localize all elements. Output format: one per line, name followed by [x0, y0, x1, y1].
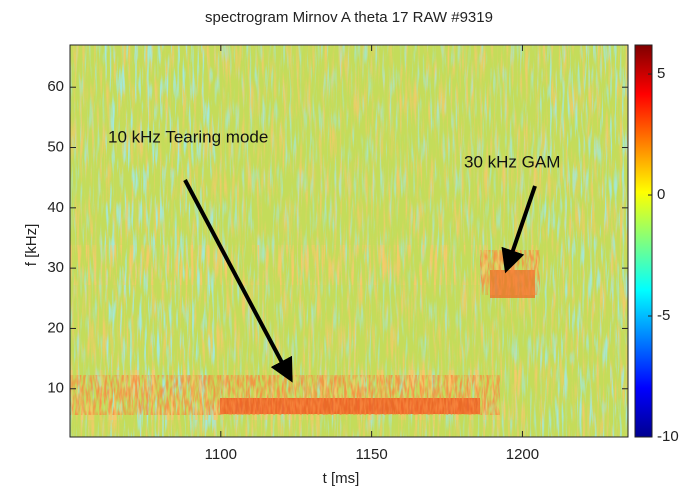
colorbar-tick-label: 0 [657, 186, 665, 203]
arrow [501, 185, 537, 274]
annotation: 10 kHz Tearing mode [108, 127, 268, 146]
x-tick-label: 1150 [355, 446, 387, 463]
y-axis-label: f [kHz] [23, 224, 40, 267]
y-tick-label: 20 [47, 319, 64, 336]
y-tick-label: 10 [47, 380, 64, 397]
spectrogram-image [70, 45, 628, 437]
colorbar [634, 44, 653, 438]
x-tick-label: 1100 [205, 446, 237, 463]
y-tick-label: 40 [47, 199, 64, 216]
arrow [183, 179, 293, 383]
y-tick-label: 50 [47, 138, 64, 155]
plot-frame [69, 44, 629, 438]
x-tick-label: 1200 [506, 446, 539, 463]
colorbar-tick-label: -10 [657, 428, 679, 445]
x-axis-label: t [ms] [323, 470, 360, 487]
y-tick-label: 60 [47, 78, 64, 95]
colorbar-tick-label: -5 [657, 307, 670, 324]
colorbar-tick-label: 5 [657, 65, 665, 82]
annotation: 30 kHz GAM [464, 152, 560, 171]
chart-title: spectrogram Mirnov A theta 17 RAW #9319 [205, 9, 493, 26]
y-tick-label: 30 [47, 259, 64, 276]
